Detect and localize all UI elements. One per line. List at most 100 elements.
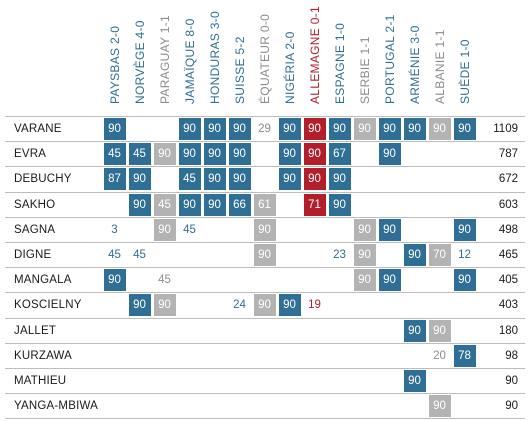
- column-header: NORVÈGE 4-0: [132, 20, 147, 104]
- minutes-cell: 90: [303, 143, 326, 166]
- minutes-cell: 45: [183, 223, 196, 236]
- column-header: NIGÉRIA 2-0: [282, 31, 297, 104]
- column-header: PAYSBAS 2-0: [107, 25, 122, 104]
- minutes-cell: 71: [303, 193, 326, 216]
- row-divider: [5, 342, 525, 344]
- row-divider: [5, 242, 525, 243]
- minutes-cell: 90: [128, 193, 151, 216]
- player-total: 498: [498, 223, 518, 236]
- minutes-cell: 90: [353, 218, 376, 241]
- row-divider: [5, 216, 525, 218]
- column-header: ESPAGNE 1-0: [332, 22, 347, 104]
- minutes-cell: 90: [428, 395, 451, 418]
- minutes-cell: 19: [308, 299, 321, 312]
- column-header: ALLEMAGNE 0-1: [307, 6, 322, 104]
- minutes-cell: 90: [353, 269, 376, 292]
- row-divider: [5, 418, 525, 420]
- minutes-cell: 90: [178, 143, 201, 166]
- minutes-cell: 87: [103, 168, 126, 191]
- minutes-cell: 90: [153, 143, 176, 166]
- player-name: VARANE: [14, 123, 62, 135]
- minutes-cell: 90: [153, 218, 176, 241]
- minutes-cell: 29: [258, 123, 271, 135]
- column-header: PORTUGAL 2-1: [382, 14, 397, 104]
- minutes-cell: 45: [133, 249, 146, 261]
- minutes-cell: 90: [453, 118, 476, 140]
- minutes-cell: 45: [108, 249, 121, 261]
- minutes-cell: 90: [353, 118, 376, 140]
- column-header: HONDURAS 3-0: [207, 11, 222, 104]
- column-header: ARMÉNIE 3-0: [407, 25, 422, 104]
- column-header: ÉQUATEUR 0-0: [257, 13, 272, 104]
- minutes-cell: 90: [128, 294, 151, 317]
- minutes-cell: 12: [458, 249, 471, 261]
- minutes-cell: 23: [333, 249, 346, 261]
- minutes-cell: 3: [111, 223, 118, 236]
- player-name: SAKHO: [14, 198, 56, 211]
- player-name: EVRA: [14, 148, 47, 161]
- minutes-cell: 90: [403, 319, 426, 342]
- minutes-cell: 90: [178, 193, 201, 216]
- row-divider: [5, 393, 525, 395]
- minutes-cell: 90: [378, 143, 401, 166]
- player-name: MANGALA: [14, 274, 72, 287]
- minutes-cell: 90: [228, 143, 251, 166]
- minutes-cell: 90: [303, 168, 326, 191]
- column-header: ALBANIE 1-1: [432, 29, 447, 104]
- column-header: SERBIE 1-1: [357, 36, 372, 104]
- minutes-cell: 90: [178, 118, 201, 140]
- row-divider: [5, 317, 525, 319]
- minutes-cell: 90: [203, 168, 226, 191]
- minutes-cell: 90: [228, 168, 251, 191]
- player-total: 90: [505, 375, 518, 387]
- minutes-cell: 90: [103, 269, 126, 292]
- minutes-cell: 90: [228, 118, 251, 140]
- column-header: SUISSE 5-2: [232, 36, 247, 104]
- column-header: SUÈDE 1-0: [457, 39, 472, 104]
- minutes-cell: 90: [453, 269, 476, 292]
- minutes-cell: 90: [403, 118, 426, 140]
- minutes-cell: 90: [428, 118, 451, 140]
- minutes-cell: 90: [428, 319, 451, 342]
- row-divider: [5, 191, 525, 193]
- minutes-cell: 90: [378, 269, 401, 292]
- minutes-cell: 90: [203, 143, 226, 166]
- player-name: KURZAWA: [14, 349, 73, 362]
- minutes-cell: 66: [228, 193, 251, 216]
- row-divider: [5, 166, 525, 168]
- player-total: 405: [498, 274, 518, 287]
- minutes-cell: 45: [103, 143, 126, 166]
- player-total: 603: [498, 198, 518, 211]
- player-name: DEBUCHY: [14, 173, 72, 186]
- column-header: JAMAÏQUE 8-0: [182, 18, 197, 104]
- minutes-cell: 78: [453, 344, 476, 367]
- row-divider: [5, 116, 525, 117]
- minutes-cell: 67: [328, 143, 351, 166]
- minutes-cell: 61: [253, 193, 276, 216]
- minutes-cell: 90: [278, 118, 301, 140]
- player-name: MATHIEU: [14, 375, 67, 387]
- player-name: YANGA-MBIWA: [14, 400, 98, 413]
- minutes-cell: 90: [353, 244, 376, 266]
- column-header: PARAGUAY 1-1: [157, 15, 172, 104]
- player-total: 98: [505, 349, 518, 362]
- minutes-cell: 90: [403, 244, 426, 266]
- minutes-cell: 90: [403, 370, 426, 392]
- player-name: JALLET: [14, 324, 57, 337]
- minutes-cell: 90: [328, 118, 351, 140]
- minutes-cell: 20: [433, 349, 446, 362]
- player-total: 672: [498, 173, 518, 186]
- minutes-cell: 90: [203, 193, 226, 216]
- player-total: 465: [498, 249, 518, 261]
- minutes-cell: 90: [378, 118, 401, 140]
- minutes-cell: 90: [103, 118, 126, 140]
- minutes-cell: 90: [253, 294, 276, 317]
- row-divider: [5, 368, 525, 369]
- minutes-cell: 90: [203, 118, 226, 140]
- minutes-cell: 90: [253, 244, 276, 266]
- minutes-cell: 90: [328, 193, 351, 216]
- row-divider: [5, 292, 525, 294]
- player-total: 90: [505, 400, 518, 413]
- minutes-cell: 90: [253, 218, 276, 241]
